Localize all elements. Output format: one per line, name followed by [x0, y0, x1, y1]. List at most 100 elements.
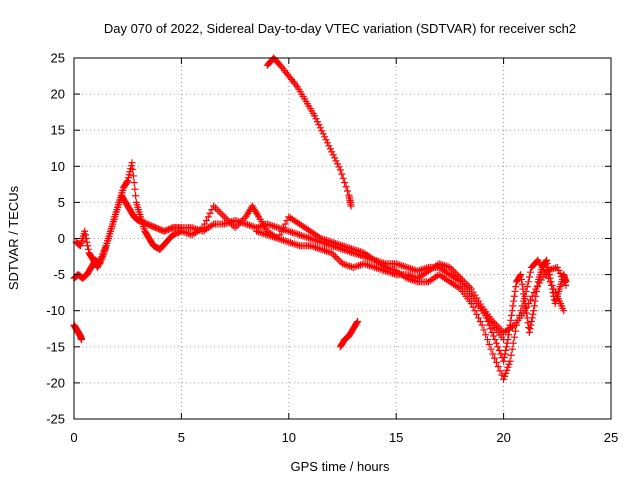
data-point — [560, 307, 568, 315]
data-point — [559, 275, 567, 283]
data-point — [503, 339, 511, 347]
data-point — [247, 222, 255, 230]
data-point — [281, 220, 289, 228]
data-point — [323, 139, 331, 147]
data-point — [523, 303, 531, 311]
data-point — [332, 157, 340, 165]
data-point — [504, 336, 512, 344]
data-point — [319, 246, 327, 254]
data-point — [256, 228, 264, 236]
data-point — [524, 278, 532, 286]
data-point — [129, 172, 137, 180]
data-point — [341, 179, 349, 187]
data-point — [458, 276, 466, 284]
data-point — [254, 228, 262, 236]
y-tick-label: 5 — [58, 195, 65, 210]
data-point — [478, 321, 486, 329]
data-point — [318, 127, 326, 135]
data-point — [310, 243, 318, 251]
data-point — [485, 340, 493, 348]
data-point — [315, 121, 323, 129]
data-point — [78, 336, 86, 344]
data-point — [316, 124, 324, 132]
data-point — [562, 281, 570, 289]
data-point — [504, 363, 512, 371]
y-tick-label: 25 — [51, 51, 65, 66]
data-point — [548, 281, 556, 289]
data-point — [211, 204, 219, 212]
data-point — [267, 221, 275, 229]
x-tick-label: 25 — [604, 430, 618, 445]
data-point — [546, 274, 554, 282]
data-point — [560, 278, 568, 286]
data-point — [311, 112, 319, 120]
data-point — [328, 148, 336, 156]
data-point — [466, 283, 474, 291]
data-point — [294, 241, 302, 249]
data-point — [249, 222, 257, 230]
data-point — [285, 238, 293, 246]
data-point — [556, 269, 564, 277]
data-point — [525, 273, 533, 281]
data-point — [279, 224, 287, 232]
data-point — [84, 242, 92, 250]
data-point — [81, 227, 89, 235]
data-point — [242, 220, 250, 228]
data-point — [313, 244, 321, 252]
data-point — [342, 183, 350, 191]
data-point — [217, 209, 225, 217]
data-point — [183, 229, 191, 237]
data-point — [313, 118, 321, 126]
data-point — [509, 339, 517, 347]
data-point — [244, 221, 252, 229]
data-point — [508, 345, 516, 353]
data-point — [331, 154, 339, 162]
data-point — [272, 223, 280, 231]
data-point — [467, 299, 475, 307]
y-tick-label: -15 — [46, 339, 65, 354]
data-point — [312, 115, 320, 123]
data-point — [473, 310, 481, 318]
data-point — [245, 221, 253, 229]
data-point — [344, 262, 352, 270]
data-point — [344, 187, 352, 195]
data-point — [328, 249, 336, 257]
data-point — [132, 192, 140, 200]
data-point — [283, 238, 291, 246]
data-point — [292, 241, 300, 249]
data-point — [510, 333, 518, 341]
data-point — [502, 369, 510, 377]
data-point — [306, 242, 314, 250]
data-point — [339, 174, 347, 182]
x-axis-label: GPS time / hours — [291, 459, 390, 474]
data-point — [354, 318, 362, 326]
data-point — [507, 312, 515, 320]
data-point — [131, 185, 139, 193]
data-point — [226, 218, 234, 226]
data-point — [501, 372, 509, 380]
data-point — [215, 207, 223, 215]
data-point — [308, 242, 316, 250]
data-point — [346, 262, 354, 270]
data-point — [519, 285, 527, 293]
data-point — [367, 262, 375, 270]
data-point — [312, 244, 320, 252]
data-point — [179, 228, 187, 236]
data-point — [518, 280, 526, 288]
data-point — [543, 256, 551, 264]
data-point — [129, 165, 137, 173]
data-point — [529, 310, 537, 318]
data-point — [553, 263, 561, 271]
data-point — [410, 266, 418, 274]
data-point — [507, 316, 515, 324]
data-point — [287, 239, 295, 247]
data-point — [360, 260, 368, 268]
axis-ticks — [73, 57, 612, 420]
data-point — [322, 247, 330, 255]
data-point — [333, 254, 341, 262]
data-point — [502, 346, 510, 354]
data-point — [526, 268, 534, 276]
data-point — [288, 239, 296, 247]
y-tick-label: -5 — [53, 267, 65, 282]
data-point — [494, 363, 502, 371]
